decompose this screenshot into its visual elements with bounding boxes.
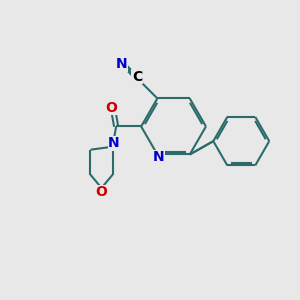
Text: O: O	[105, 100, 117, 115]
Text: O: O	[96, 185, 107, 200]
Text: C: C	[132, 70, 142, 84]
Text: N: N	[116, 57, 127, 71]
Text: N: N	[108, 136, 120, 150]
Text: N: N	[153, 150, 165, 164]
